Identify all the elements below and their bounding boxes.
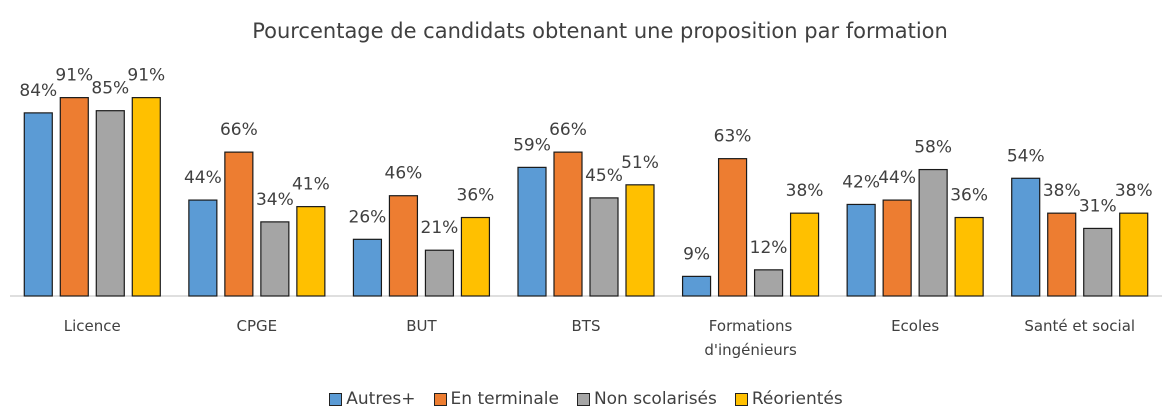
- x-tick-label: CPGE: [236, 317, 278, 335]
- x-tick-label: BUT: [406, 317, 437, 335]
- legend-swatch: [734, 392, 748, 406]
- data-label: 42%: [842, 172, 880, 192]
- data-label: 44%: [878, 168, 916, 188]
- legend-item: Non scolarisés: [576, 389, 717, 409]
- legend-item: Réorientés: [734, 389, 843, 409]
- data-label: 58%: [914, 138, 952, 158]
- legend-swatch: [576, 392, 590, 406]
- data-label: 44%: [184, 168, 222, 188]
- data-label: 36%: [457, 186, 495, 206]
- data-label: 51%: [621, 153, 659, 173]
- chart-title: Pourcentage de candidats obtenant une pr…: [252, 19, 948, 43]
- bar: [188, 199, 218, 297]
- bar: [789, 212, 820, 297]
- bar: [460, 216, 491, 297]
- bar: [918, 168, 948, 297]
- data-label: 45%: [585, 166, 623, 186]
- bar: [681, 275, 712, 297]
- data-label: 34%: [256, 190, 294, 210]
- bar: [59, 97, 89, 297]
- bar: [625, 184, 655, 297]
- x-tick-label: BTS: [571, 317, 601, 335]
- data-label: 26%: [349, 207, 387, 227]
- data-label: 59%: [513, 135, 551, 155]
- bar: [1083, 227, 1113, 297]
- data-label: 54%: [1007, 146, 1045, 166]
- legend-item: En terminale: [433, 389, 559, 409]
- data-label: 91%: [127, 66, 165, 86]
- bar: [1047, 212, 1077, 297]
- x-tick-label: Santé et social: [1024, 317, 1136, 335]
- data-label: 66%: [549, 120, 587, 140]
- data-label: 85%: [91, 79, 129, 99]
- bar: [388, 195, 419, 297]
- legend-label: Non scolarisés: [593, 389, 717, 409]
- legend-label: Réorientés: [751, 389, 843, 409]
- bar: [424, 249, 455, 297]
- data-label: 21%: [421, 218, 459, 238]
- data-label: 66%: [220, 120, 258, 140]
- bar: [954, 216, 984, 297]
- legend-swatch: [329, 392, 343, 406]
- bar: [352, 238, 383, 297]
- data-label: 31%: [1079, 196, 1117, 216]
- x-tick-label: Licence: [63, 317, 121, 335]
- chart: Pourcentage de candidats obtenant une pr…: [10, 19, 1162, 297]
- data-label: 38%: [1043, 181, 1081, 201]
- x-tick-label: Formations d'ingénieurs: [704, 317, 797, 359]
- data-label: 84%: [19, 81, 57, 101]
- data-label: 38%: [786, 181, 824, 201]
- data-label: 36%: [950, 186, 988, 206]
- bar: [95, 110, 125, 297]
- data-label: 46%: [385, 164, 423, 184]
- data-label: 63%: [714, 127, 752, 147]
- bar: [553, 151, 583, 297]
- bar: [260, 221, 290, 297]
- bar: [224, 151, 254, 297]
- bar: [717, 158, 748, 297]
- bar: [753, 269, 784, 297]
- bar: [882, 199, 912, 297]
- legend: Autres+ En terminale Non scolarisés Réorien…: [0, 389, 1172, 409]
- data-label: 12%: [750, 238, 788, 258]
- bar: [131, 97, 161, 297]
- legend-swatch: [433, 392, 447, 406]
- x-tick-label: Ecoles: [891, 317, 940, 335]
- bar: [517, 166, 547, 297]
- bar: [1011, 177, 1041, 297]
- bar: [846, 203, 876, 297]
- data-label: 38%: [1115, 181, 1153, 201]
- legend-label: En terminale: [450, 389, 559, 409]
- legend-label: Autres+: [346, 389, 416, 409]
- bar: [1119, 212, 1149, 297]
- data-label: 41%: [292, 175, 330, 195]
- data-label: 9%: [683, 244, 710, 264]
- data-label: 91%: [55, 66, 93, 86]
- legend-item: Autres+: [329, 389, 416, 409]
- bar: [296, 206, 326, 297]
- bar: [589, 197, 619, 297]
- bar: [23, 112, 53, 297]
